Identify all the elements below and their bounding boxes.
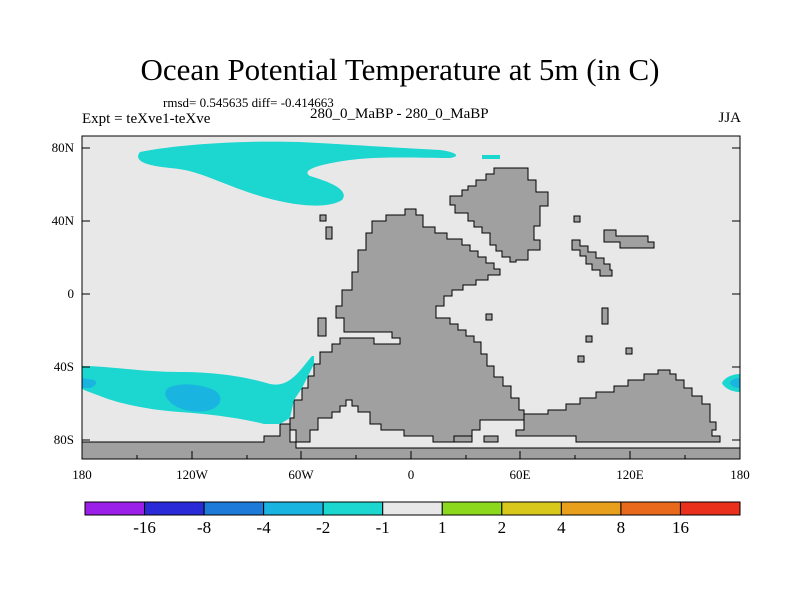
period-label: 280_0_MaBP - 280_0_MaBP — [310, 106, 489, 122]
colorbar-label: -4 — [256, 518, 271, 537]
land-island-k — [485, 313, 493, 321]
land-island-f — [573, 215, 581, 223]
colorbar-swatch — [84, 501, 146, 516]
colorbar-swatch — [144, 501, 205, 516]
land-island-e — [319, 214, 327, 222]
land-island-i — [577, 355, 585, 363]
x-tick-0: 0 — [407, 467, 415, 482]
colorbar-swatch — [560, 501, 622, 516]
anomaly-southern-strong-west — [82, 378, 97, 388]
colorbar-label: 4 — [557, 518, 566, 537]
land-island-h — [585, 335, 593, 343]
colorbar-swatch — [620, 501, 681, 516]
season-label: JJA — [718, 110, 741, 126]
colorbar-label: 16 — [671, 518, 689, 537]
y-tick-80s: 80S — [53, 432, 74, 447]
land-asia-arm — [603, 229, 655, 249]
y-tick-40n: 40N — [51, 213, 74, 228]
colorbar-swatch — [441, 501, 503, 516]
x-tick-180e: 180 — [730, 467, 750, 482]
x-tick-60w: 60W — [288, 467, 314, 482]
x-tick-120e: 120E — [616, 467, 644, 482]
land-southern-continent — [515, 369, 721, 443]
experiment-label: Expt = teXve1-teXve — [82, 111, 211, 127]
land-island-c — [317, 317, 327, 337]
colorbar-label: -2 — [316, 518, 331, 537]
anomaly-southern-strong — [165, 384, 221, 412]
colorbar-swatch — [382, 501, 443, 516]
colorbar-swatch — [322, 501, 384, 516]
land-island-d — [325, 226, 333, 240]
y-axis-ticks — [82, 147, 740, 441]
land-island-b — [483, 435, 499, 443]
y-tick-80n: 80N — [51, 140, 74, 155]
map-title: Ocean Potential Temperature at 5m (in C) — [140, 52, 660, 87]
x-tick-180w: 180 — [72, 467, 92, 482]
colorbar-label: -8 — [196, 518, 212, 537]
x-axis-ticks — [81, 451, 741, 459]
land-island-g — [601, 307, 609, 325]
y-tick-40s: 40S — [53, 359, 74, 374]
colorbar-swatch — [203, 501, 265, 516]
colorbar-swatch — [679, 501, 741, 516]
colorbar-swatch — [501, 501, 562, 516]
x-tick-60e: 60E — [509, 467, 531, 482]
colorbar-label: -16 — [133, 518, 156, 537]
anomaly-arctic — [138, 141, 457, 206]
y-tick-0: 0 — [67, 286, 75, 301]
land-island-a — [453, 435, 473, 443]
anomaly-east-edge-strong — [730, 378, 740, 388]
colorbar-label: 1 — [438, 518, 447, 537]
colorbar-label: -1 — [375, 518, 390, 537]
anomaly-arctic-small — [482, 155, 500, 159]
stats-text: rmsd= 0.545635 diff= -0.414663 — [163, 95, 334, 110]
land-europe-asia — [449, 167, 549, 263]
colorbar-swatch — [263, 501, 324, 516]
colorbar-label: 2 — [497, 518, 507, 537]
land-island-j — [625, 347, 633, 355]
colorbar — [84, 501, 741, 516]
land-asia-east — [571, 239, 613, 277]
colorbar-label: 8 — [616, 518, 626, 537]
x-tick-120w: 120W — [176, 467, 208, 482]
